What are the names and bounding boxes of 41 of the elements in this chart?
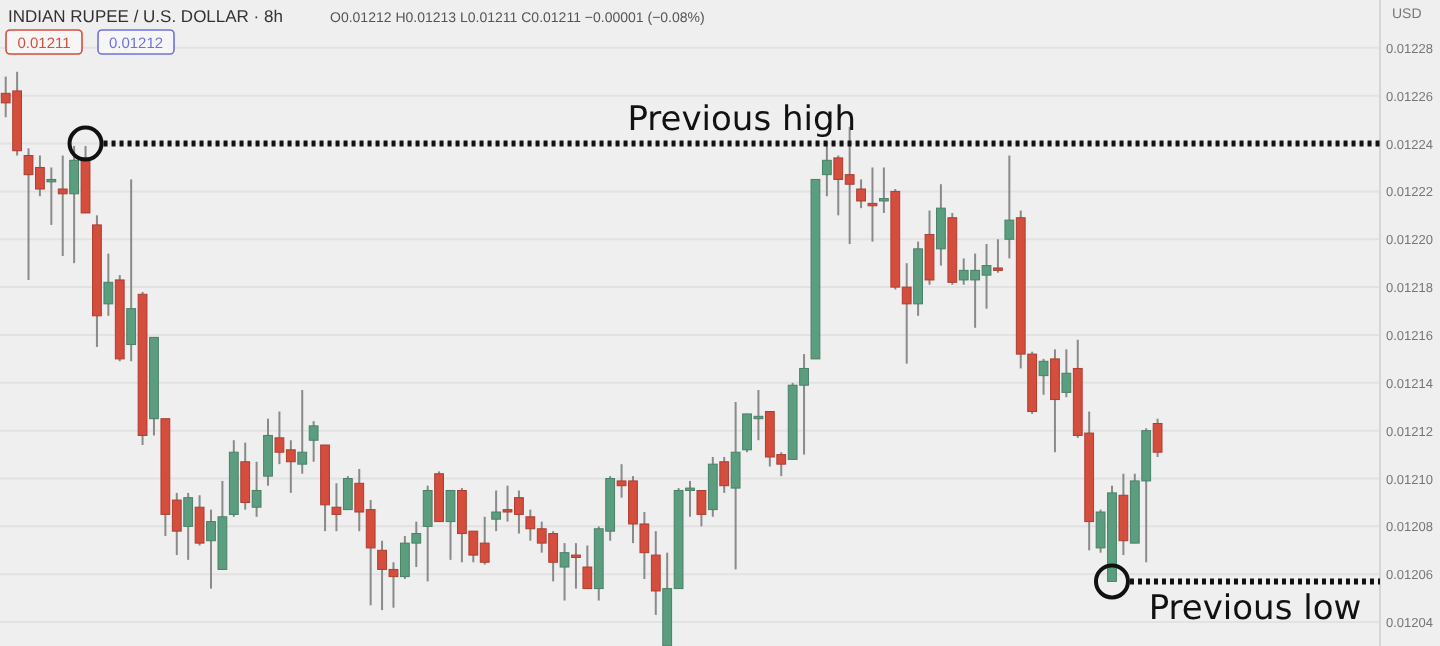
- candlestick: [331, 482, 342, 533]
- candlestick: [650, 530, 661, 616]
- candlestick: [297, 388, 308, 475]
- candlestick: [993, 238, 1003, 274]
- candlestick: [194, 494, 205, 547]
- candlestick: [571, 542, 581, 590]
- candlestick: [559, 542, 570, 602]
- candlestick: [707, 455, 718, 518]
- candlestick: [1050, 348, 1060, 454]
- candlestick: [434, 470, 444, 523]
- candlestick: [582, 544, 593, 590]
- candlestick: [103, 252, 114, 317]
- candlestick: [422, 484, 433, 583]
- candlestick: [251, 460, 262, 518]
- candlestick: [924, 209, 935, 286]
- candlestick: [46, 166, 57, 226]
- candlestick: [491, 489, 502, 533]
- candlestick: [57, 154, 68, 258]
- ref-line-label: Previous low: [1148, 589, 1362, 630]
- candlestick: [342, 475, 353, 511]
- candlestick: [1152, 417, 1163, 458]
- candlestick: [1038, 357, 1049, 396]
- candlestick: [936, 183, 946, 267]
- candlestick: [719, 455, 730, 494]
- candlestick: [1118, 472, 1129, 557]
- candlestick: [878, 166, 889, 214]
- ref-line-label: Previous high: [627, 99, 857, 140]
- candlestick: [867, 166, 878, 243]
- candlestick: [445, 489, 456, 561]
- candlestick: [856, 178, 866, 210]
- candlestick: [1061, 348, 1072, 399]
- candlestick: [263, 417, 273, 487]
- candlestick: [126, 178, 137, 363]
- candlestick: [69, 144, 80, 265]
- candlestick: [240, 441, 251, 511]
- candlestick: [1004, 154, 1015, 260]
- candlestick: [730, 400, 741, 571]
- candlestick: [183, 491, 194, 561]
- candlestick: [696, 489, 707, 528]
- chart-title: INDIAN RUPEE / U.S. DOLLAR · 8h: [8, 6, 284, 26]
- candlestick: [308, 420, 319, 463]
